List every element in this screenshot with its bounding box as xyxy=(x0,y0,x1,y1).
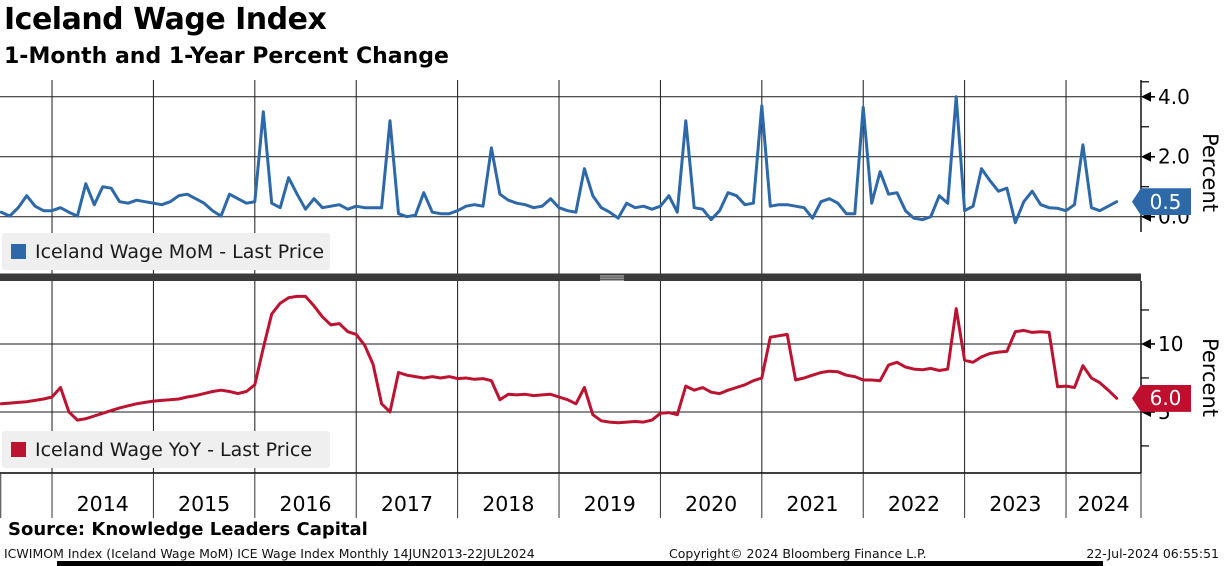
source-note: Source: Knowledge Leaders Capital xyxy=(8,519,368,540)
mom-last-price-value: 0.5 xyxy=(1149,189,1182,214)
x-axis-year-label: 2018 xyxy=(482,492,534,516)
bottom-axis-title: Percent xyxy=(1198,338,1222,418)
mom-series-swatch-icon xyxy=(11,244,26,259)
y-tick-label: 4.0 xyxy=(1158,85,1190,109)
yoy-line xyxy=(0,294,1119,425)
x-axis-year-label: 2014 xyxy=(77,492,129,516)
x-axis-year-label: 2020 xyxy=(685,492,737,516)
yoy-series-swatch-icon xyxy=(11,442,26,457)
tick-arrow-icon xyxy=(1141,338,1151,349)
page-title: Iceland Wage Index xyxy=(4,2,327,37)
divider-grip-icon xyxy=(600,279,624,281)
x-axis-year-label: 2015 xyxy=(178,492,230,516)
tick-arrow-icon xyxy=(1141,151,1151,162)
bottom-bar xyxy=(57,561,1103,566)
x-axis-year-label: 2016 xyxy=(279,492,331,516)
mom-last-price-badge: 0.5 xyxy=(1132,188,1191,216)
page-subtitle: 1-Month and 1-Year Percent Change xyxy=(4,44,449,69)
top-axis-title: Percent xyxy=(1198,133,1222,213)
divider-grip-icon xyxy=(600,277,624,279)
x-axis-year-label: 2019 xyxy=(584,492,636,516)
legend-mom-label: Iceland Wage MoM - Last Price xyxy=(35,240,325,263)
y-tick-label: 10 xyxy=(1158,332,1183,356)
panel-divider xyxy=(0,273,1141,281)
footnote-ticker: ICWIMOM Index (Iceland Wage MoM) ICE Wag… xyxy=(4,546,535,561)
x-axis-year-label: 2022 xyxy=(888,492,940,516)
yoy-last-price-badge: 6.0 xyxy=(1132,384,1191,412)
divider-grip-icon xyxy=(600,275,624,277)
x-axis-year-label: 2023 xyxy=(989,492,1041,516)
mom-line xyxy=(0,95,1119,225)
x-axis-year-label: 2024 xyxy=(1077,492,1129,516)
legend-mom[interactable]: Iceland Wage MoM - Last Price xyxy=(2,233,330,270)
legend-yoy-label: Iceland Wage YoY - Last Price xyxy=(35,438,313,461)
divider-grip-handle[interactable] xyxy=(596,274,628,282)
footnote-timestamp: 22-Jul-2024 06:55:51 xyxy=(1086,546,1219,561)
x-axis-year-label: 2017 xyxy=(381,492,433,516)
tick-arrow-icon xyxy=(1141,91,1151,102)
x-axis-year-label: 2021 xyxy=(786,492,838,516)
footnote-copyright: Copyright© 2024 Bloomberg Finance L.P. xyxy=(669,546,927,561)
y-tick-label: 2.0 xyxy=(1158,145,1190,169)
yoy-last-price-value: 6.0 xyxy=(1149,386,1182,411)
legend-yoy[interactable]: Iceland Wage YoY - Last Price xyxy=(2,431,330,468)
